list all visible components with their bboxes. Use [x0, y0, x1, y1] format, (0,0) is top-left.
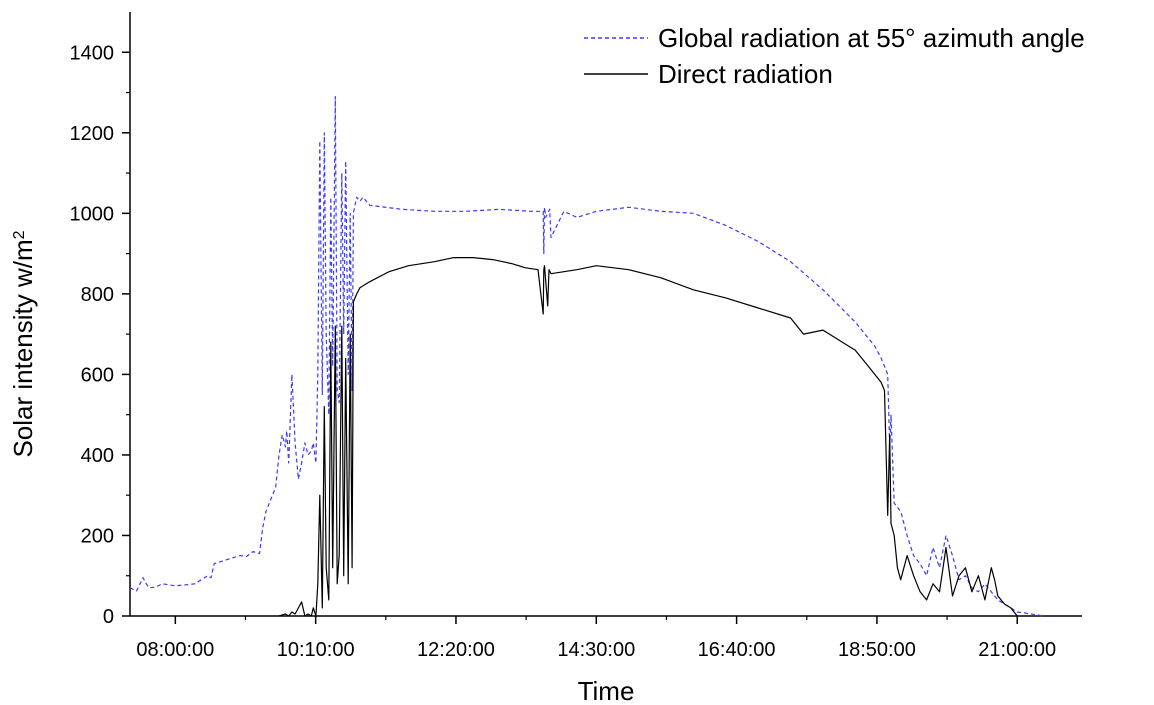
y-tick-label: 0 — [103, 606, 114, 628]
y-tick-label: 600 — [81, 364, 114, 386]
x-tick-label: 08:00:00 — [136, 639, 214, 661]
y-tick-label: 800 — [81, 284, 114, 306]
y-axis-title-superscript: 2 — [11, 230, 28, 239]
legend-label: Direct radiation — [658, 59, 833, 89]
x-axis-title: Time — [578, 676, 635, 705]
x-tick-label: 12:20:00 — [417, 639, 495, 661]
y-tick-label: 200 — [81, 525, 114, 547]
y-tick-label: 1200 — [70, 123, 115, 145]
y-tick-label: 1400 — [70, 42, 115, 64]
legend: Global radiation at 55° azimuth angle Dir… — [584, 23, 1085, 89]
x-tick-label: 16:40:00 — [698, 639, 776, 661]
labels: Time Solar intensity w/m2 — [8, 230, 634, 705]
legend-label: Global radiation at 55° azimuth angle — [658, 23, 1085, 53]
x-tick-label: 10:10:00 — [277, 639, 355, 661]
x-tick-label: 18:50:00 — [838, 639, 916, 661]
y-tick-label: 400 — [81, 445, 114, 467]
axes — [129, 12, 1082, 617]
y-axis-title-main: Solar intensity w/m — [8, 239, 38, 457]
y-axis-title: Solar intensity w/m2 — [8, 230, 38, 457]
y-tick-label: 1000 — [70, 203, 115, 225]
series-line-global-radiation — [129, 95, 1044, 617]
x-tick-label: 21:00:00 — [978, 639, 1056, 661]
series-line-direct-radiation — [278, 257, 1018, 617]
series — [129, 95, 1044, 617]
ticks: 0 200 400 600 800 1000 1200 1400 08:00:00 10:10:0… — [70, 42, 1057, 661]
x-tick-label: 14:30:00 — [557, 639, 635, 661]
